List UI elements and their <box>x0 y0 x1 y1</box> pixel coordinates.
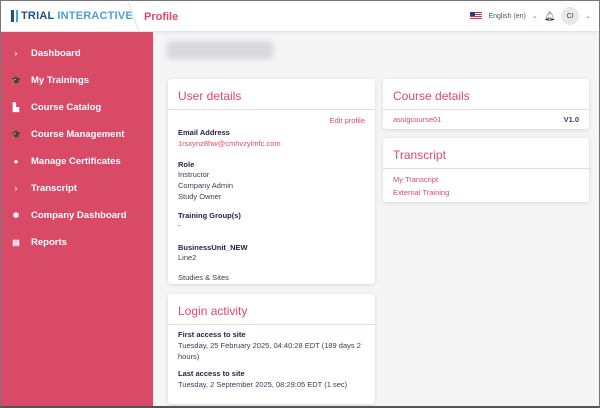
divider <box>108 1 140 32</box>
logo-text-light: INTERACTIVE <box>57 10 133 22</box>
role-value: Company Admin <box>178 181 234 190</box>
business-unit-label: BusinessUnit_NEW <box>178 243 248 252</box>
studies-sites-label: Studies & Sites <box>178 273 229 282</box>
chevron-right-icon: › <box>14 183 18 193</box>
edit-profile-link[interactable]: Edit profile <box>329 116 365 125</box>
sidebar: › Dashboard 🎓 My Trainings ▙ Course Catalog 🎓 C… <box>1 32 153 406</box>
sidebar-item-label: Company Dashboard <box>31 209 127 221</box>
external-training-link[interactable]: External Training <box>393 188 450 197</box>
last-access-label: Last access to site <box>178 369 245 378</box>
card-title: Transcript <box>383 138 589 169</box>
course-link[interactable]: assigcourse01 <box>393 115 442 124</box>
sidebar-item-label: Course Management <box>31 128 125 140</box>
business-unit-value: Line2 <box>178 253 197 262</box>
card-title: Login activity <box>168 294 375 325</box>
card-title: Course details <box>383 79 589 110</box>
sidebar-item-label: Dashboard <box>31 47 81 59</box>
training-group-label: Training Group(s) <box>178 211 241 220</box>
logo[interactable]: TRIAL INTERACTIVE <box>11 10 133 22</box>
breadcrumb: Profile <box>144 11 179 23</box>
first-access-value: Tuesday, 25 February 2025, 04:40:28 EDT … <box>178 341 361 361</box>
sidebar-item-my-trainings[interactable]: 🎓 My Trainings <box>1 70 153 90</box>
graduation-cap-icon: 🎓 <box>11 75 21 85</box>
chevron-right-icon: › <box>14 48 18 58</box>
sidebar-item-label: Course Catalog <box>31 101 102 113</box>
language-selector[interactable]: English (en) <box>488 12 526 20</box>
list-icon: ▤ <box>12 237 20 247</box>
logo-icon <box>11 10 18 22</box>
first-access-label: First access to site <box>178 330 246 339</box>
login-activity-card: Login activity First access to site Tues… <box>168 294 375 404</box>
gear-icon: ✱ <box>12 210 20 220</box>
sidebar-item-transcript[interactable]: › Transcript <box>1 178 153 198</box>
last-access-value: Tuesday, 2 September 2025, 08:29:05 EDT … <box>178 380 348 389</box>
sidebar-item-label: Transcript <box>31 182 77 194</box>
top-header: TRIAL INTERACTIVE Profile English (en) ⌄ … <box>1 1 599 32</box>
email-label: Email Address <box>178 128 230 137</box>
user-menu-chevron-icon[interactable]: ⌄ <box>585 13 591 20</box>
role-value: Instructor <box>178 170 210 179</box>
training-group-value: - <box>178 221 181 230</box>
circle-icon: ● <box>13 156 19 166</box>
us-flag-icon <box>470 12 483 20</box>
user-details-card: User details Edit profile Email Address … <box>168 79 375 284</box>
page-title-redacted <box>167 41 273 59</box>
sidebar-item-label: Manage Certificates <box>31 155 121 167</box>
sidebar-item-course-catalog[interactable]: ▙ Course Catalog <box>1 97 153 117</box>
role-label: Role <box>178 160 195 169</box>
role-value: Study Owner <box>178 192 222 201</box>
sidebar-item-manage-certificates[interactable]: ● Manage Certificates <box>1 151 153 171</box>
graduation-cap-icon: 🎓 <box>11 129 21 139</box>
my-transcript-link[interactable]: My Transcript <box>393 175 439 184</box>
catalog-icon: ▙ <box>12 102 20 112</box>
sidebar-item-label: Reports <box>31 236 67 248</box>
email-link[interactable]: 1rsxynz8hw@cmhvzylmfc.com <box>178 139 281 148</box>
course-details-card: Course details assigcourse01 V1.0 <box>383 79 589 129</box>
transcript-card: Transcript My Transcript External Traini… <box>383 138 589 202</box>
sidebar-item-label: My Trainings <box>31 74 90 86</box>
card-title: User details <box>168 79 375 110</box>
avatar[interactable]: CI <box>561 7 580 25</box>
sidebar-item-dashboard[interactable]: › Dashboard <box>1 43 153 63</box>
chevron-down-icon[interactable]: ⌄ <box>531 13 538 20</box>
course-version: V1.0 <box>563 115 579 124</box>
sidebar-item-company-dashboard[interactable]: ✱ Company Dashboard <box>1 205 153 225</box>
sidebar-item-course-management[interactable]: 🎓 Course Management <box>1 124 153 144</box>
logo-text: TRIAL <box>21 10 55 22</box>
sidebar-item-reports[interactable]: ▤ Reports <box>1 232 153 252</box>
bell-icon[interactable]: 🔔︎ <box>543 10 556 21</box>
